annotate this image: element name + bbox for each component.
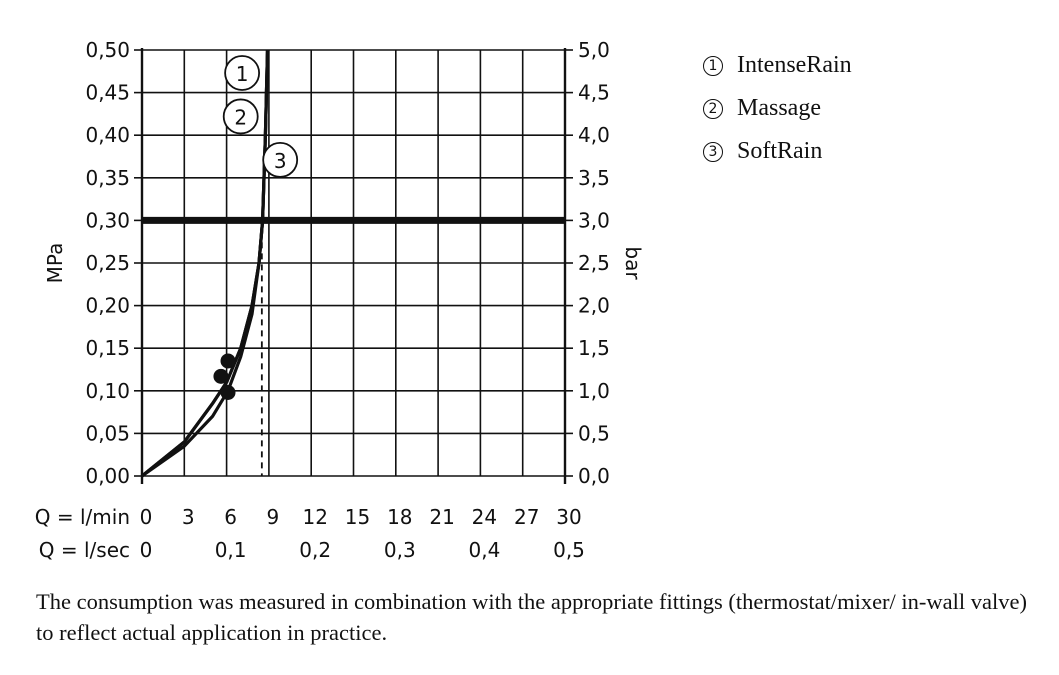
reference-layer — [142, 216, 565, 476]
series-callout-2 — [222, 98, 259, 135]
y-tick-label-left: 0,20 — [85, 294, 130, 318]
y-tick-label-left: 0,30 — [85, 208, 130, 232]
y-tick-label-right: 4,5 — [578, 81, 610, 105]
legend-number: 2 — [703, 98, 723, 119]
x-tick-label-lmin: 12 — [302, 505, 327, 529]
label-layer: 1 2 3 — [222, 55, 299, 178]
x-tick-label-lsec: 0,2 — [299, 538, 331, 562]
y-tick-label-left: 0,00 — [85, 464, 130, 488]
x-tick-label-lmin: 9 — [267, 505, 280, 529]
x-axis-title-lmin: Q = l/min — [35, 505, 130, 529]
data-marker — [213, 368, 229, 384]
x-tick-label-lsec: 0 — [140, 538, 153, 562]
y-tick-label-right: 1,0 — [578, 379, 610, 403]
data-marker — [220, 353, 236, 369]
x-tick-label-lmin: 24 — [472, 505, 497, 529]
legend-number: 3 — [703, 141, 723, 162]
y-tick-label-right: 0,5 — [578, 421, 610, 445]
grid — [134, 48, 573, 484]
x-tick-label-lmin: 6 — [224, 505, 237, 529]
legend-item-softrain: 3 SoftRain — [703, 130, 852, 173]
x-tick-label-lmin: 0 — [140, 505, 153, 529]
axis-layer: 0,000,050,100,150,200,250,300,350,400,45… — [35, 38, 645, 562]
y-tick-label-right: 0,0 — [578, 464, 610, 488]
x-axis-title-lsec: Q = l/sec — [39, 538, 130, 562]
legend-item-intenserain: 1 IntenseRain — [703, 44, 852, 87]
y-tick-label-right: 4,0 — [578, 123, 610, 147]
legend-item-massage: 2 Massage — [703, 87, 852, 130]
flow-pressure-chart: 123 0,000,050,100,150,200,250,300,350,40… — [35, 38, 645, 562]
x-tick-label-lsec: 0,5 — [553, 538, 585, 562]
series-callout-text: 3 — [274, 149, 287, 173]
y-tick-label-left: 0,25 — [85, 251, 130, 275]
x-tick-label-lmin: 3 — [182, 505, 195, 529]
legend: 1 IntenseRain 2 Massage 3 SoftRain — [703, 44, 852, 173]
y-tick-label-left: 0,40 — [85, 123, 130, 147]
x-tick-label-lsec: 0,4 — [468, 538, 500, 562]
series-line-3 — [141, 49, 270, 478]
x-tick-label-lmin: 27 — [514, 505, 539, 529]
y-axis-title-right: bar — [621, 246, 645, 280]
legend-label: SoftRain — [737, 138, 823, 164]
series-callout-text: 1 — [236, 62, 249, 86]
y-tick-label-left: 0,35 — [85, 166, 130, 190]
y-tick-label-right: 1,5 — [578, 336, 610, 360]
x-tick-label-lmin: 15 — [345, 505, 370, 529]
x-tick-label-lsec: 0,1 — [215, 538, 247, 562]
chart-caption: The consumption was measured in combinat… — [36, 589, 1027, 645]
series-callout-text: 2 — [234, 105, 247, 129]
y-tick-label-left: 0,10 — [85, 379, 130, 403]
y-tick-label-left: 0,05 — [85, 421, 130, 445]
series-layer — [140, 49, 270, 478]
legend-label: Massage — [737, 95, 821, 121]
x-tick-label-lmin: 21 — [429, 505, 454, 529]
legend-number: 1 — [703, 55, 723, 76]
y-tick-label-right: 3,5 — [578, 166, 610, 190]
y-tick-label-right: 5,0 — [578, 38, 610, 62]
y-tick-label-right: 3,0 — [578, 208, 610, 232]
series-callout-3 — [262, 142, 299, 178]
y-axis-title-left: MPa — [43, 243, 67, 284]
data-marker — [220, 385, 236, 401]
legend-label: IntenseRain — [737, 52, 852, 78]
y-tick-label-left: 0,45 — [85, 81, 130, 105]
y-tick-label-right: 2,5 — [578, 251, 610, 275]
x-tick-label-lsec: 0,3 — [384, 538, 416, 562]
y-tick-label-right: 2,0 — [578, 294, 610, 318]
y-tick-label-left: 0,15 — [85, 336, 130, 360]
y-tick-label-left: 0,50 — [85, 38, 130, 62]
series-callout-1 — [224, 55, 261, 91]
x-tick-label-lmin: 18 — [387, 505, 412, 529]
x-tick-label-lmin: 30 — [556, 505, 581, 529]
